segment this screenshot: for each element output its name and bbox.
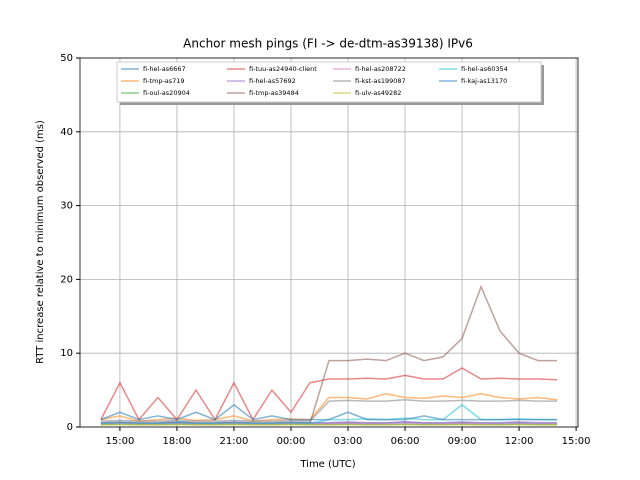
x-tick-label: 15:00 bbox=[106, 436, 135, 447]
legend-label: fi-oul-as20904 bbox=[143, 89, 190, 97]
x-tick-label: 12:00 bbox=[505, 436, 534, 447]
x-axis-label: Time (UTC) bbox=[299, 459, 355, 470]
legend-label: fi-hel-as57692 bbox=[249, 77, 296, 85]
legend-label: fi-ulv-as49282 bbox=[355, 89, 401, 97]
y-tick-label: 40 bbox=[60, 127, 73, 138]
plot-frame bbox=[79, 57, 579, 428]
y-tick-label: 10 bbox=[60, 348, 73, 359]
y-tick-label: 0 bbox=[67, 422, 73, 433]
chart-title: Anchor mesh pings (FI -> de-dtm-as39138)… bbox=[183, 37, 473, 51]
legend-label: fi-kst-as199087 bbox=[355, 77, 406, 85]
legend: fi-hel-as6667 fi-tmp-as719 fi-oul-as20904 f… bbox=[116, 61, 544, 105]
legend-label: fi-tuu-as24940-client bbox=[249, 65, 317, 73]
legend-label: fi-tmp-as39484 bbox=[249, 89, 299, 97]
legend-label: fi-hel-as6667 bbox=[143, 65, 186, 73]
legend-box bbox=[116, 61, 542, 103]
series-line bbox=[100, 403, 558, 421]
x-tick-label: 21:00 bbox=[220, 436, 249, 447]
y-tick-label: 50 bbox=[60, 53, 73, 64]
y-axis-label: RTT increase relative to minimum observe… bbox=[35, 120, 46, 364]
x-tick-label: 06:00 bbox=[391, 436, 420, 447]
legend-label: fi-hel-as60354 bbox=[461, 65, 508, 73]
x-tick-label: 00:00 bbox=[277, 436, 306, 447]
y-tick-label: 30 bbox=[60, 201, 73, 212]
legend-label: fi-kaj-as13170 bbox=[461, 77, 507, 85]
legend-label: fi-tmp-as719 bbox=[143, 77, 185, 85]
x-tick-label: 03:00 bbox=[334, 436, 363, 447]
x-tick-label: 15:00 bbox=[562, 436, 591, 447]
x-tick-label: 09:00 bbox=[448, 436, 477, 447]
legend-label: fi-hel-as208722 bbox=[355, 65, 406, 73]
y-tick-label: 20 bbox=[60, 274, 73, 285]
x-tick-label: 18:00 bbox=[163, 436, 192, 447]
series-line bbox=[100, 393, 558, 422]
